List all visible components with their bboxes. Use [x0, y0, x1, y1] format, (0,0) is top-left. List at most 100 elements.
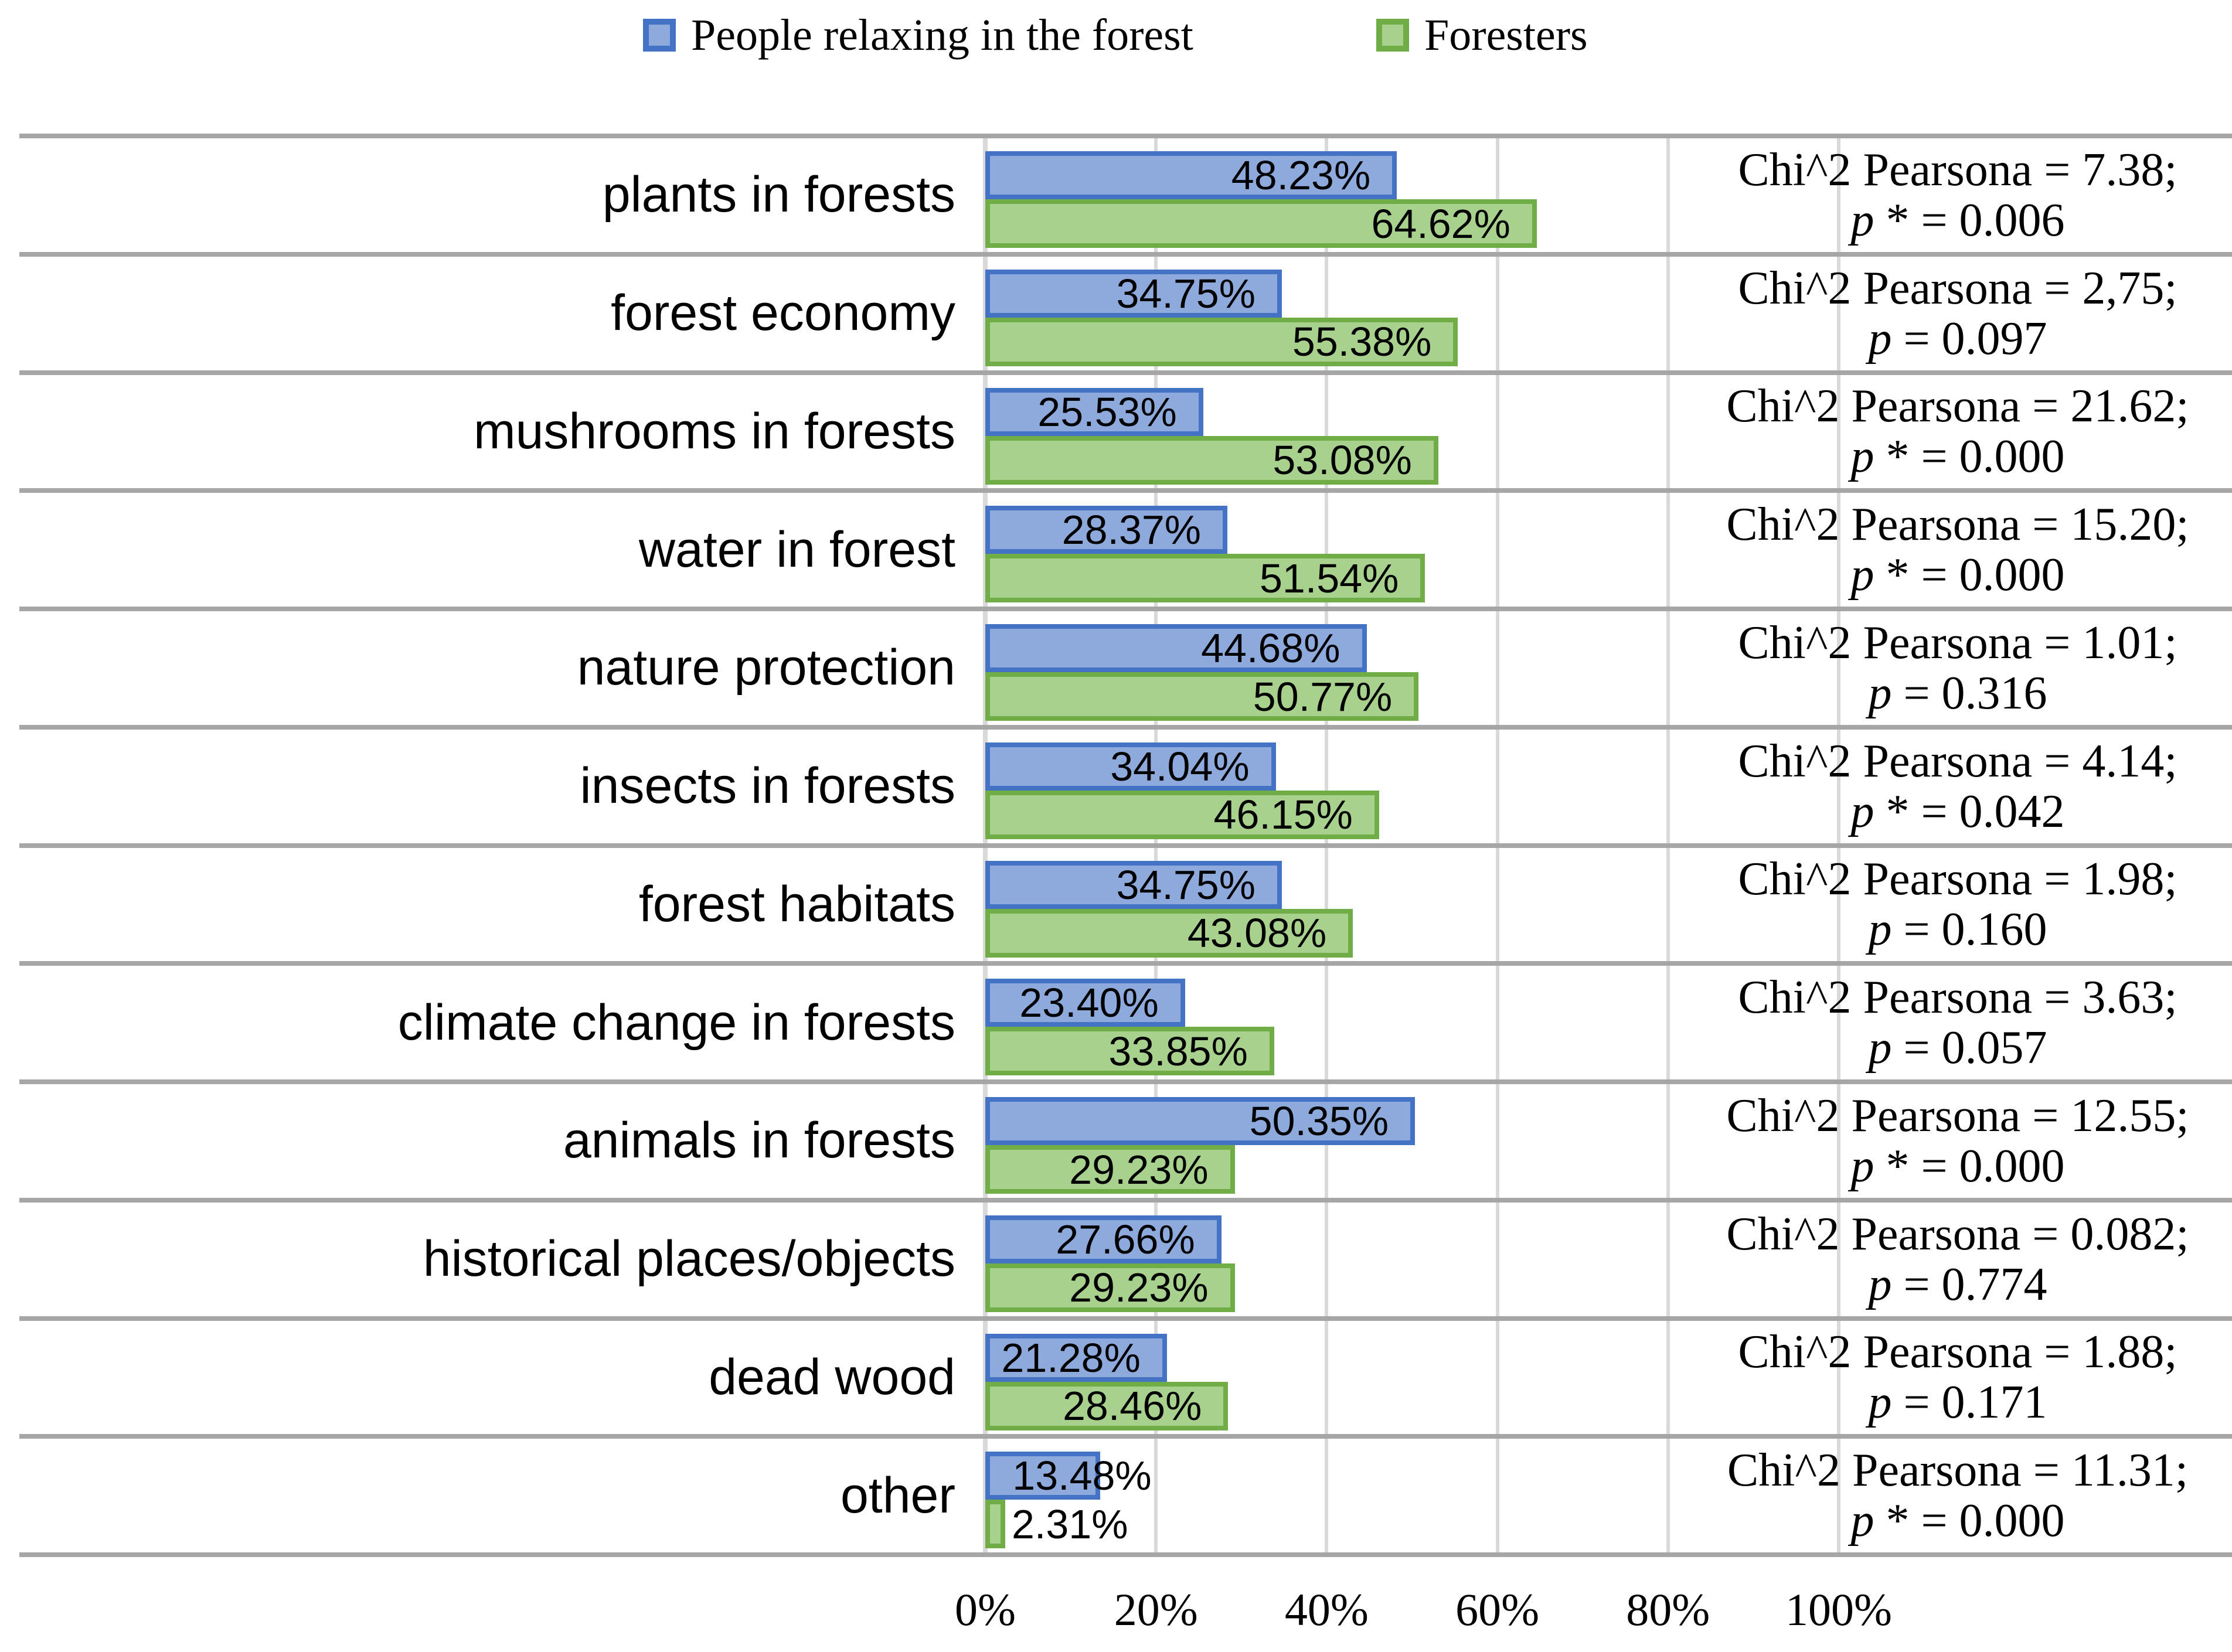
bar-value-label-foresters: 50.77% [1253, 673, 1393, 720]
bar-foresters [985, 1500, 1005, 1549]
row-separator [19, 724, 2232, 730]
legend-label: Foresters [1424, 10, 1588, 60]
category-label: historical places/objects [423, 1231, 955, 1287]
stats-p-symbol: p [1850, 549, 1874, 601]
stats-p-line: p = 0.097 [1868, 314, 2047, 364]
bar-foresters [985, 790, 1379, 839]
category-label: forest habitats [638, 876, 955, 932]
bar-value-label-foresters: 55.38% [1292, 319, 1432, 365]
category-label: plants in forests [602, 166, 955, 223]
bar-value-label-foresters: 29.23% [1069, 1146, 1209, 1193]
x-tick-label: 0% [955, 1584, 1016, 1635]
stats-p-symbol: p [1850, 431, 1874, 483]
bar-people [985, 269, 1282, 318]
bar-value-label-foresters: 28.46% [1062, 1383, 1202, 1429]
stats-text: Chi^2 Pearsona = 0.082; p = 0.774 [1688, 1200, 2227, 1319]
bar-value-label-foresters: 43.08% [1187, 910, 1327, 956]
category-label: insects in forests [580, 758, 955, 815]
stats-chi-line: Chi^2 Pearsona = 12.55; [1726, 1089, 2189, 1142]
category-label: forest economy [611, 285, 955, 342]
bar-foresters [985, 1263, 1235, 1312]
bar-people [985, 1097, 1416, 1145]
stats-chi-line: Chi^2 Pearsona = 11.31; [1727, 1445, 2189, 1497]
stats-chi-line: Chi^2 Pearsona = 1.88; [1738, 1326, 2177, 1378]
stats-p-line: p * = 0.042 [1850, 786, 2064, 837]
row-separator [19, 134, 2232, 138]
bar-value-label-people: 44.68% [1201, 625, 1340, 671]
row-separator [19, 607, 2232, 611]
stats-p-value: = 0.774 [1891, 1258, 2047, 1310]
bar-foresters [985, 317, 1458, 366]
stats-p-line: p * = 0.000 [1850, 550, 2064, 600]
bar-people [985, 860, 1282, 909]
bar-foresters [985, 908, 1353, 958]
stats-text: Chi^2 Pearsona = 2,75; p = 0.097 [1688, 254, 2227, 373]
stats-p-value: * = 0.006 [1874, 194, 2065, 246]
bar-people [985, 506, 1228, 554]
bar-foresters [985, 1027, 1274, 1076]
stats-p-symbol: p [1868, 1022, 1892, 1074]
stats-p-symbol: p [1850, 194, 1874, 246]
bar-people [985, 387, 1203, 436]
x-tick-label: 20% [1114, 1584, 1198, 1635]
legend-item-people: People relaxing in the forest [643, 8, 1193, 62]
bar-people [985, 1333, 1167, 1382]
bar-value-label-people: 27.66% [1056, 1216, 1195, 1262]
stats-chi-line: Chi^2 Pearsona = 15.20; [1726, 499, 2189, 551]
x-tick-label: 100% [1785, 1584, 1892, 1635]
stats-p-symbol: p [1868, 904, 1892, 956]
stats-text: Chi^2 Pearsona = 1.98; p = 0.160 [1688, 846, 2227, 964]
bar-people [985, 1452, 1101, 1500]
legend-label: People relaxing in the forest [691, 10, 1193, 60]
stats-chi-line: Chi^2 Pearsona = 21.62; [1726, 380, 2189, 432]
bar-people [985, 742, 1276, 791]
bar-value-label-foresters: 53.08% [1272, 437, 1412, 483]
x-tick-label: 40% [1284, 1584, 1369, 1635]
category-label: dead wood [709, 1348, 955, 1405]
row-separator [19, 1197, 2232, 1203]
bar-people [985, 151, 1397, 199]
bar-value-label-people: 28.37% [1061, 507, 1202, 553]
bar-value-label-foresters: 33.85% [1108, 1028, 1248, 1074]
stats-p-value: * = 0.000 [1874, 1140, 2065, 1192]
category-label: climate change in forests [397, 994, 955, 1051]
category-label: water in forest [638, 521, 955, 578]
stats-text: Chi^2 Pearsona = 11.31; p * = 0.000 [1688, 1436, 2227, 1555]
stats-p-line: p * = 0.006 [1850, 195, 2064, 246]
row-separator [19, 961, 2232, 966]
category-label: other [840, 1467, 955, 1524]
legend-swatch-foresters-icon [1376, 19, 1409, 52]
legend-item-foresters: Foresters [1376, 8, 1588, 62]
bar-foresters [985, 199, 1537, 248]
row-separator [19, 251, 2232, 257]
bar-people [985, 624, 1367, 672]
bar-value-label-people: 21.28% [1001, 1334, 1141, 1381]
stats-chi-line: Chi^2 Pearsona = 2,75; [1738, 262, 2177, 314]
stats-p-symbol: p [1868, 1377, 1892, 1429]
x-tick-label: 60% [1455, 1584, 1540, 1635]
stats-p-line: p * = 0.000 [1850, 1141, 2064, 1191]
row-separator [19, 1316, 2232, 1321]
stats-p-value: = 0.097 [1891, 312, 2047, 365]
stats-p-line: p * = 0.000 [1850, 1496, 2064, 1546]
stats-p-value: * = 0.000 [1874, 431, 2065, 483]
x-tick-label: 80% [1626, 1584, 1710, 1635]
stats-chi-line: Chi^2 Pearsona = 4.14; [1738, 735, 2177, 787]
bar-value-label-people: 23.40% [1019, 980, 1159, 1026]
bar-value-label-foresters: 51.54% [1260, 555, 1399, 601]
stats-p-symbol: p [1850, 1495, 1874, 1547]
stats-text: Chi^2 Pearsona = 21.62; p * = 0.000 [1688, 373, 2227, 491]
stats-p-value: * = 0.000 [1874, 549, 2065, 601]
stats-p-line: p = 0.160 [1868, 904, 2047, 955]
row-separator [19, 843, 2232, 848]
legend-swatch-people-icon [643, 19, 676, 52]
bar-value-label-foresters: 2.31% [1012, 1501, 1128, 1547]
category-label: nature protection [577, 639, 955, 696]
bar-value-label-people: 25.53% [1037, 389, 1177, 435]
stats-chi-line: Chi^2 Pearsona = 1.98; [1738, 853, 2177, 905]
bar-value-label-people: 50.35% [1249, 1098, 1389, 1144]
stats-text: Chi^2 Pearsona = 1.88; p = 0.171 [1688, 1319, 2227, 1437]
bar-foresters [985, 1145, 1235, 1194]
stats-p-symbol: p [1868, 667, 1892, 719]
